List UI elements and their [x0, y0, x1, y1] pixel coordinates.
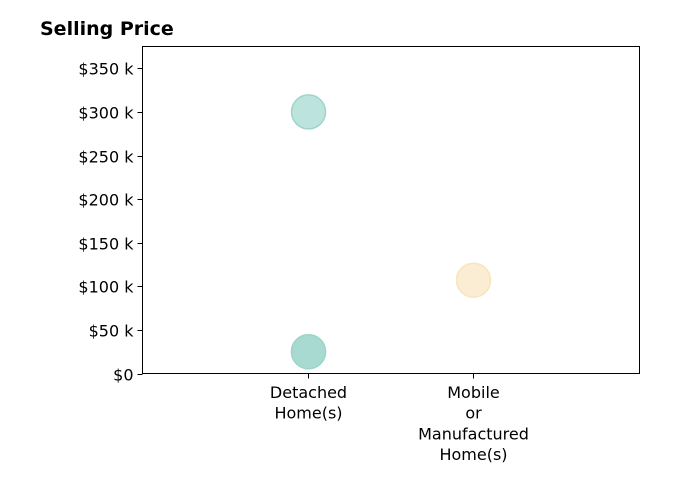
data-point[interactable]	[455, 262, 492, 298]
x-tick-label-line: Manufactured	[418, 424, 529, 443]
x-tick-label-line: Detached	[270, 383, 347, 402]
data-point[interactable]	[290, 333, 327, 370]
x-tick-label-line: or	[465, 404, 482, 423]
chart-title: Selling Price	[40, 18, 174, 40]
x-tick-label: Detached Home(s)	[270, 383, 347, 423]
data-points	[290, 94, 492, 370]
y-tick-label: $300 k	[78, 104, 134, 123]
x-tick-label-line: Mobile	[447, 383, 499, 402]
x-tick-label: Mobile or Manufactured Home(s)	[418, 383, 529, 464]
y-tick-label: $150 k	[78, 235, 134, 254]
y-tick-label: $250 k	[78, 148, 134, 167]
data-point[interactable]	[290, 94, 327, 130]
y-tick-label: $50 k	[89, 322, 135, 341]
plot-area	[142, 46, 640, 374]
y-tick-label: $0	[113, 366, 133, 385]
y-tick-label: $100 k	[78, 278, 134, 297]
y-tick-label: $350 k	[78, 60, 134, 79]
y-axis: $0 $50 k $100 k $150 k $200 k $250 k $300 k $35…	[78, 60, 143, 385]
y-tick-label: $200 k	[78, 191, 134, 210]
x-tick-label-line: Home(s)	[439, 445, 507, 464]
x-tick-label-line: Home(s)	[274, 404, 342, 423]
x-axis: Detached Home(s) Mobile or Manufactured Home(…	[270, 373, 529, 464]
